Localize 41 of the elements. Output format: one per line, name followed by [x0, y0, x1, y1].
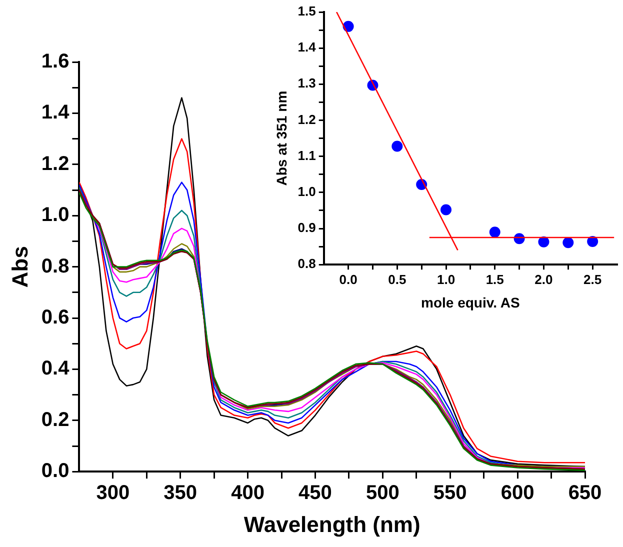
x-tick-label: 500: [366, 482, 400, 504]
y-tick-label: 0.8: [41, 255, 70, 278]
y-tick-label: 0.8: [298, 256, 316, 272]
y-tick-label: 0.2: [41, 408, 70, 431]
point: [587, 236, 598, 248]
x-tick-label: 350: [164, 482, 198, 504]
point: [489, 226, 500, 238]
y-tick-label: 1.2: [41, 152, 70, 175]
x-axis-title: Wavelength (nm): [244, 512, 420, 537]
y-tick-label: 1.0: [298, 184, 316, 200]
y-tick-label: 0.4: [41, 358, 70, 380]
x-tick-label: 2.5: [584, 272, 602, 287]
y-tick-label: 1.4: [298, 40, 317, 55]
y-tick-label: 1.4: [41, 102, 70, 124]
x-tick-label: 600: [500, 482, 534, 504]
x-tick-label: 650: [568, 482, 602, 504]
y-axis-title: Abs at 351 nm: [273, 90, 290, 186]
x-tick-label: 1.5: [486, 272, 504, 287]
y-tick-label: 1.1: [298, 148, 316, 163]
x-tick-label: 2.0: [534, 272, 553, 287]
x-tick-label: 0.0: [339, 272, 358, 287]
y-tick-label: 0.0: [41, 460, 70, 482]
y-tick-label: 1.0: [41, 204, 70, 226]
x-axis-title: mole equiv. AS: [421, 294, 520, 310]
y-tick-label: 0.9: [298, 220, 316, 236]
y-axis-title: Abs: [7, 246, 32, 288]
x-tick-label: 550: [433, 482, 467, 504]
y-tick-label: 1.5: [298, 4, 316, 19]
y-tick-label: 1.6: [41, 50, 70, 73]
point: [440, 204, 452, 216]
y-tick-label: 1.3: [298, 76, 316, 91]
x-tick-label: 400: [231, 482, 264, 504]
point: [538, 236, 550, 248]
x-tick-label: 0.5: [388, 272, 406, 287]
y-tick-label: 0.6: [41, 306, 70, 329]
point: [562, 237, 574, 248]
x-tick-label: 1.0: [436, 272, 456, 287]
y-tick-label: 1.2: [298, 112, 316, 127]
point: [392, 140, 403, 152]
x-tick-label: 450: [298, 482, 332, 504]
x-tick-label: 300: [96, 482, 130, 504]
